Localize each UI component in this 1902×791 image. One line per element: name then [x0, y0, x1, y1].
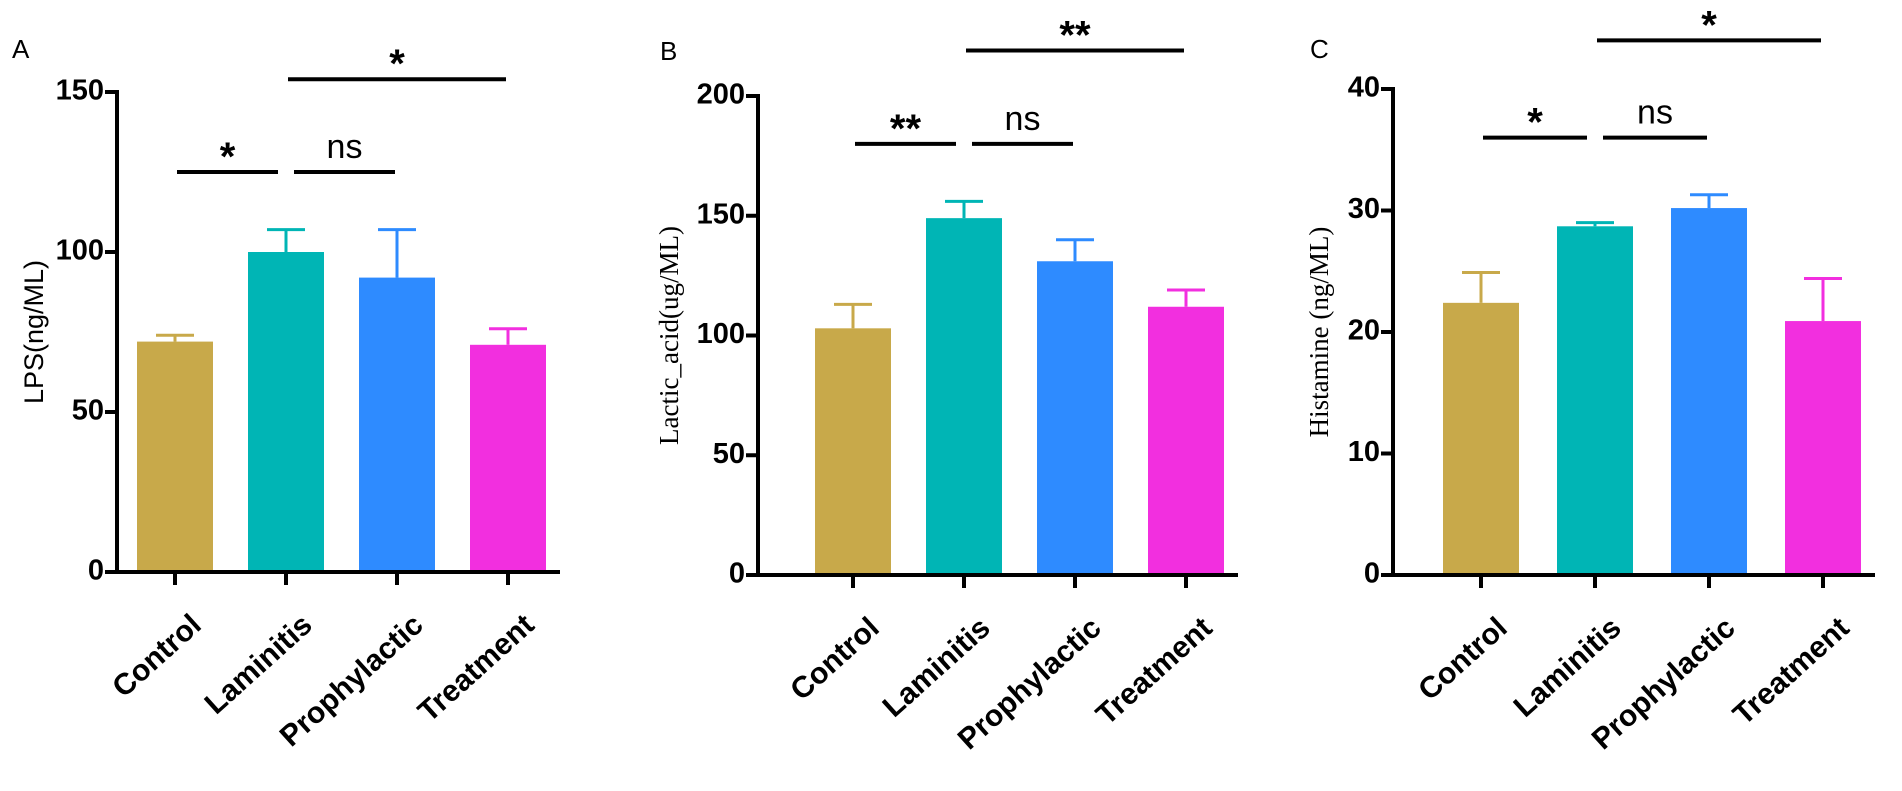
category-label: Treatment: [1090, 611, 1219, 731]
significance-label: ns: [1005, 100, 1041, 138]
category-label: Laminitis: [1508, 611, 1628, 724]
significance-label: **: [1059, 13, 1091, 57]
bar-control: [137, 341, 213, 570]
bar-control: [815, 328, 891, 573]
significance-label: ns: [327, 128, 363, 166]
bar-treatment: [1785, 321, 1861, 573]
significance-label: **: [890, 107, 922, 151]
category-label: Control: [784, 611, 885, 707]
bar-laminitis: [926, 218, 1002, 573]
bar-treatment: [1148, 306, 1224, 573]
panel-a: ALPS(ng/ML)050100150ControlLaminitisProp…: [12, 34, 560, 753]
y-tick-label: 40: [1348, 72, 1380, 104]
y-tick-label: 50: [713, 438, 745, 470]
y-tick-label: 150: [56, 75, 104, 107]
bar-prophylactic: [359, 277, 435, 570]
y-axis-label: Histamine (ng/ML): [1304, 227, 1334, 438]
y-axis-label: Lactic_acid(ug/ML): [654, 226, 684, 445]
y-tick-label: 150: [697, 198, 745, 230]
significance-label: *: [220, 135, 236, 179]
category-label: Control: [106, 608, 207, 704]
bar-treatment: [470, 344, 546, 570]
significance-label: ns: [1637, 94, 1673, 132]
panel-letter: A: [12, 34, 30, 64]
y-tick-label: 50: [72, 395, 104, 427]
panel-letter: C: [1310, 34, 1329, 64]
y-tick-label: 200: [697, 79, 745, 111]
y-tick-label: 20: [1348, 315, 1380, 347]
category-label: Treatment: [412, 608, 541, 728]
category-label: Treatment: [1727, 611, 1856, 731]
bar-control: [1443, 302, 1519, 573]
y-tick-label: 100: [697, 318, 745, 350]
bar-prophylactic: [1671, 208, 1747, 573]
category-label: Control: [1412, 611, 1513, 707]
significance-label: *: [1701, 3, 1717, 47]
y-tick-label: 0: [88, 555, 104, 587]
bar-prophylactic: [1037, 261, 1113, 573]
panel-c: C Histamine (ng/ML) 0 10 20 30 40 ControlLamini…: [1304, 3, 1875, 756]
significance-label: *: [1527, 101, 1543, 145]
y-tick-label: 100: [56, 235, 104, 267]
bar-laminitis: [1557, 226, 1633, 574]
y-tick-label: 10: [1348, 436, 1380, 468]
panel-letter: B: [660, 36, 677, 66]
y-tick-label: 30: [1348, 193, 1380, 225]
bar-laminitis: [248, 252, 324, 570]
y-tick-label: 0: [1364, 558, 1380, 590]
significance-label: *: [389, 42, 405, 86]
panel-b: BLactic_acid(ug/ML)050100150200ControlLa…: [654, 13, 1238, 756]
y-axis-label: LPS(ng/ML): [19, 260, 49, 404]
y-tick-label: 0: [729, 558, 745, 590]
